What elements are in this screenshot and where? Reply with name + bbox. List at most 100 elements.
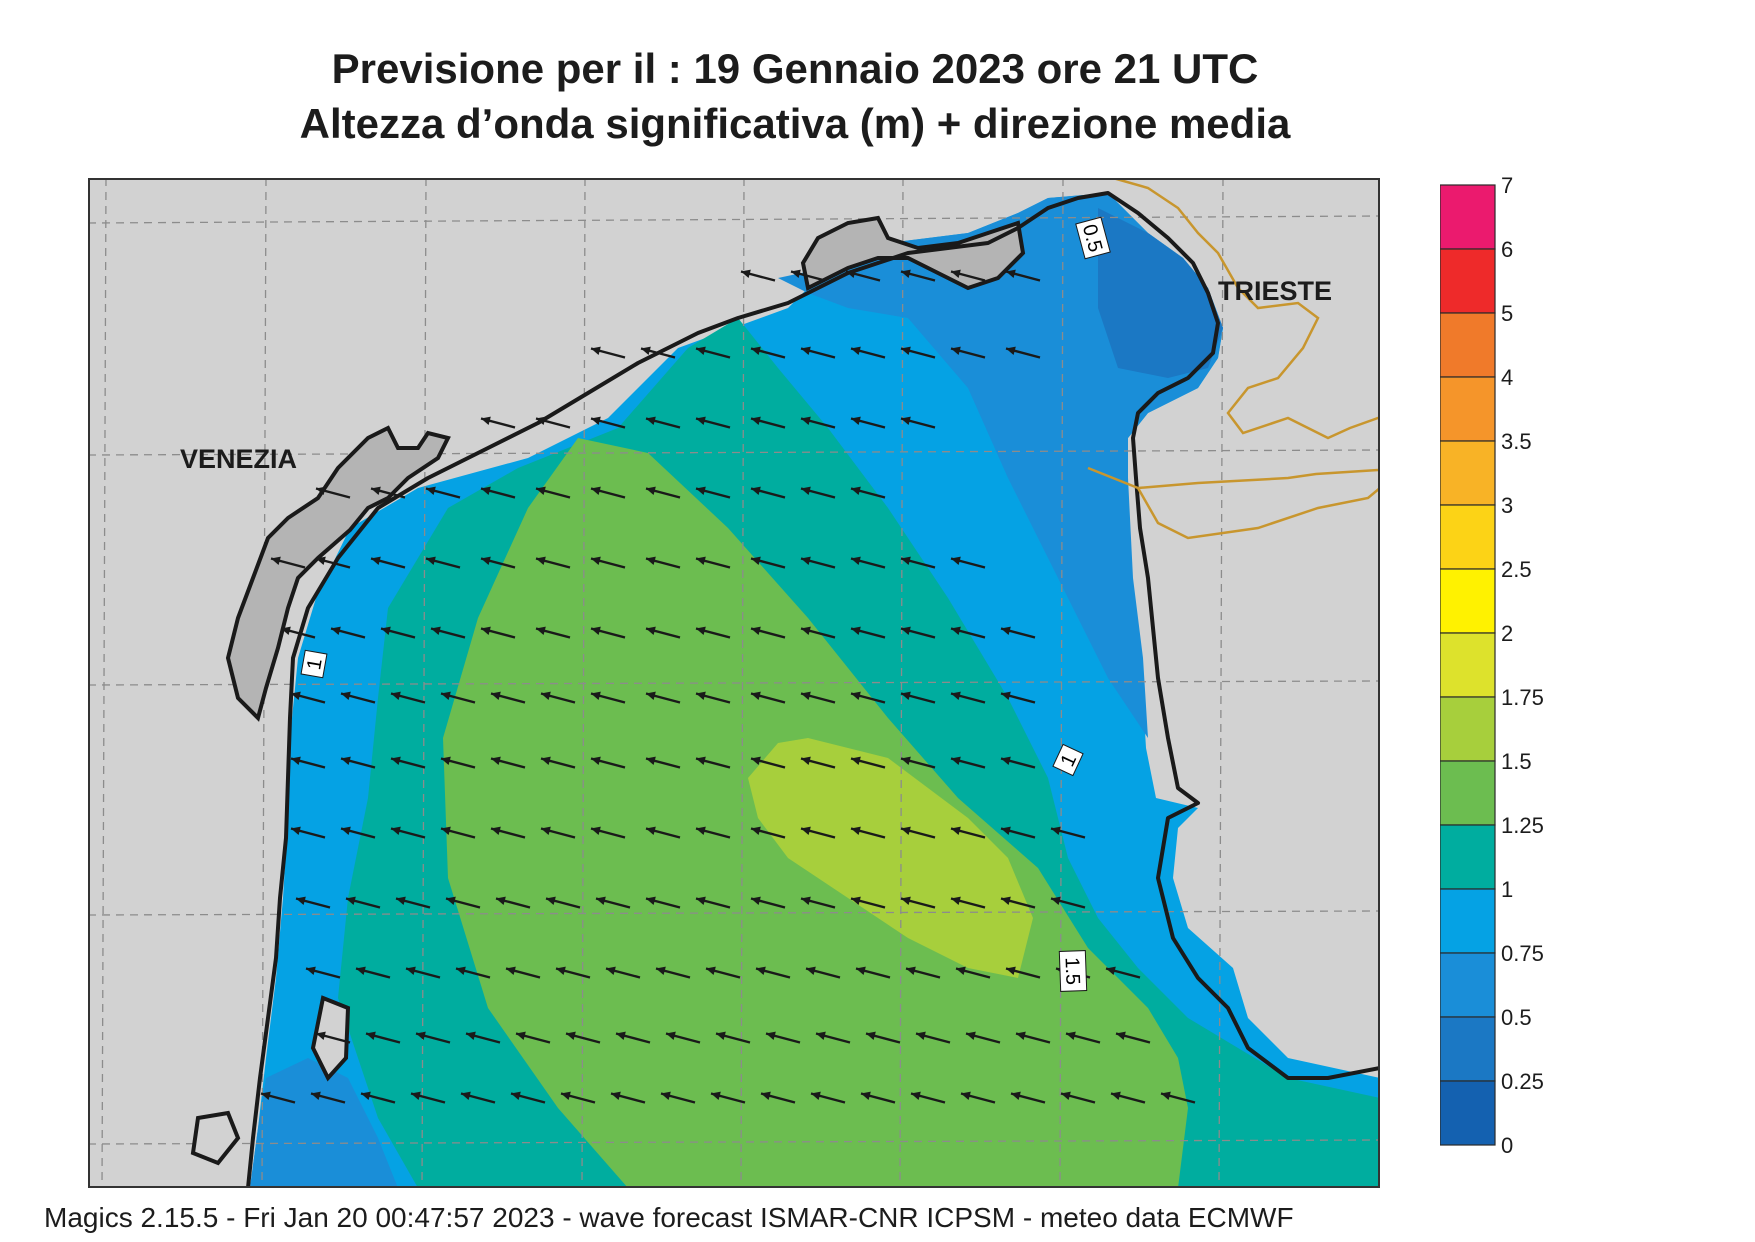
wave-arrow-head	[416, 1031, 426, 1041]
wave-arrow-head	[866, 1031, 876, 1041]
wave-arrow-head	[656, 966, 666, 976]
wave-arrow-head	[481, 416, 491, 426]
wave-arrow-head	[696, 556, 706, 566]
wave-arrow-head	[591, 416, 601, 426]
wave-arrow-head	[766, 1031, 776, 1041]
legend-tick-label: 4	[1501, 365, 1513, 390]
wave-arrow-head	[951, 756, 961, 766]
legend-color-box	[1440, 1080, 1496, 1146]
wave-arrow-head	[751, 756, 761, 766]
wave-arrow-head	[1006, 346, 1016, 356]
wave-height-map: 0.5 1 1 1.5 VENEZIA TRIESTE	[88, 178, 1380, 1188]
wave-arrow-head	[951, 269, 961, 279]
wave-arrow-head	[441, 756, 451, 766]
legend-color-box	[1440, 248, 1496, 314]
wave-arrow-head	[901, 691, 911, 701]
wave-arrow-head	[541, 826, 551, 836]
wave-arrow-head	[706, 966, 716, 976]
wave-direction-arrows	[260, 269, 1196, 1104]
wave-arrow-head	[536, 556, 546, 566]
wave-arrow-head	[1001, 756, 1011, 766]
wave-arrow-head	[1001, 626, 1011, 636]
wave-arrow-head	[801, 896, 811, 906]
wave-arrow-head	[411, 1091, 421, 1101]
wave-arrow-head	[801, 691, 811, 701]
legend-tick-label: 5	[1501, 301, 1513, 326]
wave-arrow-head	[391, 756, 401, 766]
wave-arrow-head	[481, 556, 491, 566]
wave-arrow-head	[1051, 896, 1061, 906]
wave-arrow-head	[496, 896, 506, 906]
wave-arrow-head	[281, 626, 291, 636]
wave-arrow-head	[751, 826, 761, 836]
wave-arrow-head	[316, 486, 326, 496]
wave-arrow-head	[271, 556, 281, 566]
wave-arrow-head	[316, 556, 326, 566]
wave-arrow-head	[1111, 1091, 1121, 1101]
legend-tick-label: 3	[1501, 493, 1513, 518]
city-label-trieste: TRIESTE	[1218, 276, 1332, 306]
wave-arrow-head	[806, 966, 816, 976]
wave-arrow-head	[591, 346, 601, 356]
color-legend: 7 6 5 4 3.5 3 2.5 2 1.75 1.5 1.25 1 0.75 0.5 0.25 0	[1440, 175, 1544, 1155]
wave-arrow-head	[951, 346, 961, 356]
wave-arrow-head	[851, 486, 861, 496]
wave-arrow-head	[716, 1031, 726, 1041]
wave-arrow-head	[906, 966, 916, 976]
wave-arrow-head	[366, 1031, 376, 1041]
wave-arrow-head	[1116, 1031, 1126, 1041]
wave-arrow-head	[391, 691, 401, 701]
legend-color-box	[1440, 504, 1496, 570]
wave-arrow-head	[901, 416, 911, 426]
wave-arrow-head	[446, 896, 456, 906]
contour-label: 1	[1052, 743, 1084, 777]
wave-arrow-head	[381, 626, 391, 636]
wave-arrow-head	[851, 556, 861, 566]
wave-arrow-head	[801, 556, 811, 566]
wave-arrow-head	[901, 826, 911, 836]
wave-arrow-head	[546, 896, 556, 906]
wave-arrow-head	[756, 966, 766, 976]
wave-arrow-head	[311, 1091, 321, 1101]
wave-arrow-head	[661, 1091, 671, 1101]
wave-arrow-head	[1001, 826, 1011, 836]
wave-arrow-head	[851, 691, 861, 701]
wave-arrow-head	[811, 1091, 821, 1101]
wave-arrow-head	[591, 626, 601, 636]
wave-arrow-head	[911, 1091, 921, 1101]
wave-arrow-head	[751, 691, 761, 701]
wave-arrow-head	[696, 756, 706, 766]
wave-arrow-head	[696, 896, 706, 906]
wave-arrow-head	[516, 1031, 526, 1041]
wave-arrow-head	[901, 626, 911, 636]
wave-arrow-head	[951, 691, 961, 701]
wave-arrow-head	[851, 826, 861, 836]
wave-arrow-head	[1016, 1031, 1026, 1041]
wave-arrow-head	[851, 416, 861, 426]
wave-arrow-head	[646, 416, 656, 426]
contour-label-text: 1.5	[1061, 957, 1084, 986]
wave-arrow-head	[696, 691, 706, 701]
wave-arrow-head	[816, 1031, 826, 1041]
wave-arrow-head	[741, 269, 751, 279]
wave-arrow-head	[591, 756, 601, 766]
wave-arrow-head	[1006, 966, 1016, 976]
wave-arrow-head	[646, 626, 656, 636]
national-border	[1087, 466, 1379, 490]
wave-arrow-head	[331, 626, 341, 636]
wave-arrow-head	[441, 691, 451, 701]
wave-arrow-head	[1001, 896, 1011, 906]
wave-arrow-head	[261, 1091, 271, 1101]
map-title: Previsione per il : 19 Gennaio 2023 ore …	[331, 45, 1259, 92]
wave-arrow-head	[461, 1091, 471, 1101]
contour-label-text: 1	[303, 657, 327, 672]
wave-arrow-head	[361, 1091, 371, 1101]
wave-arrow-head	[901, 756, 911, 766]
wave-arrow-head	[751, 896, 761, 906]
wave-arrow-head	[951, 556, 961, 566]
legend-tick-label: 0.25	[1501, 1069, 1544, 1094]
wave-arrow-head	[801, 756, 811, 766]
wave-arrow-head	[846, 269, 856, 279]
legend-tick-label: 1.5	[1501, 749, 1532, 774]
wave-arrow-head	[1061, 1091, 1071, 1101]
